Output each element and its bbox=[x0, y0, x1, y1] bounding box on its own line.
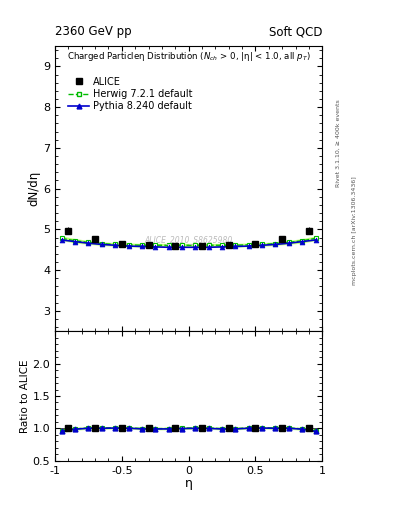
Y-axis label: dN/dη: dN/dη bbox=[27, 171, 40, 206]
Text: mcplots.cern.ch [arXiv:1306.3436]: mcplots.cern.ch [arXiv:1306.3436] bbox=[352, 176, 357, 285]
Legend: ALICE, Herwig 7.2.1 default, Pythia 8.240 default: ALICE, Herwig 7.2.1 default, Pythia 8.24… bbox=[68, 77, 193, 112]
Text: ALICE_2010_S8625980: ALICE_2010_S8625980 bbox=[145, 236, 233, 244]
X-axis label: η: η bbox=[185, 477, 193, 490]
Text: Charged Particleη Distribution ($N_{ch}$ > 0, |η| < 1.0, all $p_{T}$): Charged Particleη Distribution ($N_{ch}$… bbox=[67, 50, 310, 63]
Text: 2360 GeV pp: 2360 GeV pp bbox=[55, 26, 132, 38]
Y-axis label: Ratio to ALICE: Ratio to ALICE bbox=[20, 359, 29, 433]
Text: Rivet 3.1.10, ≥ 400k events: Rivet 3.1.10, ≥ 400k events bbox=[336, 99, 341, 187]
Text: Soft QCD: Soft QCD bbox=[269, 26, 322, 38]
